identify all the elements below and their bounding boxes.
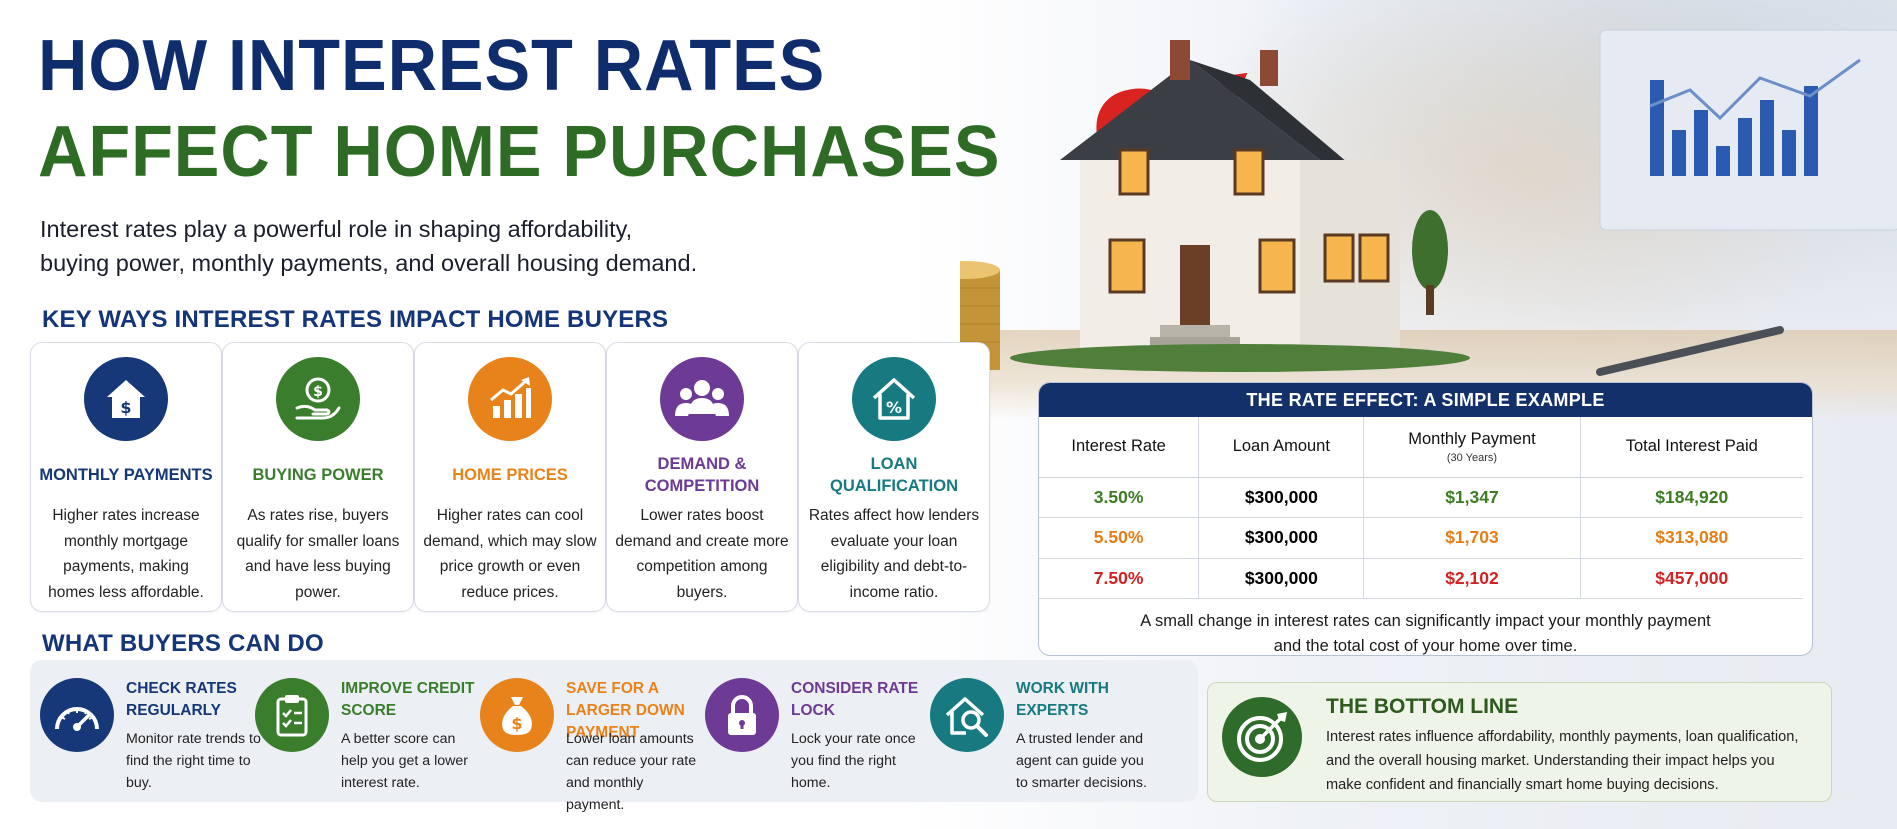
card-demand-competition: DEMAND & COMPETITION Lower rates boost d…	[606, 342, 798, 612]
key-ways-cards: $ MONTHLY PAYMENTS Higher rates increase…	[30, 342, 990, 614]
column-header: Interest Rate	[1039, 417, 1200, 478]
hand-coin-icon: $	[276, 357, 360, 441]
rate-cell: 3.50%	[1039, 477, 1200, 518]
tip-title: WORK WITH EXPERTS	[1016, 680, 1109, 719]
tip-work-with-experts: WORK WITH EXPERTS A trusted lender and a…	[930, 678, 1147, 798]
padlock-icon	[705, 678, 779, 752]
payment-cell: $1,703	[1363, 517, 1581, 559]
house-search-icon	[930, 678, 1004, 752]
money-bag-icon: $	[480, 678, 554, 752]
bottom-line-line3: make confident and financially smart hom…	[1326, 777, 1719, 793]
clipboard-check-icon	[255, 678, 329, 752]
card-title: MONTHLY PAYMENTS	[39, 466, 213, 484]
hero-illustration: %	[960, 28, 1897, 376]
card-buying-power: $ BUYING POWER As rates rise, buyers qua…	[222, 342, 414, 612]
card-text: Rates affect how lenders evaluate your l…	[808, 507, 980, 601]
tip-text: Lock your rate once you find the right h…	[791, 731, 916, 791]
card-loan-qualification: % LOAN QUALIFICATION Rates affect how le…	[798, 342, 990, 612]
page-title-line2: AFFECT HOME PURCHASES	[38, 112, 1001, 192]
intro-line2: buying power, monthly payments, and over…	[40, 250, 698, 276]
coin-stacks-icon	[960, 261, 1000, 370]
table-row: 7.50% $300,000 $2,102 $457,000	[1039, 558, 1803, 599]
rate-cell: 7.50%	[1039, 558, 1200, 599]
target-icon	[1222, 697, 1302, 777]
card-text: Lower rates boost demand and create more…	[615, 507, 789, 601]
card-text: Higher rates can cool demand, which may …	[423, 507, 597, 601]
card-title: LOAN QUALIFICATION	[829, 455, 958, 495]
tip-rate-lock: CONSIDER RATE LOCK Lock your rate once y…	[705, 678, 920, 798]
tip-title: SAVE FOR A LARGER DOWN PAYMENT	[566, 680, 685, 741]
interest-cell: $313,080	[1580, 517, 1803, 559]
intro-line1: Interest rates play a powerful role in s…	[40, 216, 633, 242]
table-row: 5.50% $300,000 $1,703 $313,080	[1039, 517, 1803, 559]
column-header: Total Interest Paid	[1580, 417, 1803, 478]
speedometer-icon	[40, 678, 114, 752]
card-monthly-payments: $ MONTHLY PAYMENTS Higher rates increase…	[30, 342, 222, 612]
tip-title: IMPROVE CREDIT SCORE	[341, 680, 475, 719]
intro-text: Interest rates play a powerful role in s…	[40, 212, 800, 280]
card-title: HOME PRICES	[452, 466, 568, 484]
bottom-line-line2: and the overall housing market. Understa…	[1326, 753, 1775, 769]
card-text: As rates rise, buyers qualify for smalle…	[236, 507, 400, 601]
rate-note-line1: A small change in interest rates can sig…	[1140, 612, 1711, 630]
house-icon	[1010, 40, 1470, 372]
rate-effect-note: A small change in interest rates can sig…	[1039, 609, 1812, 655]
loan-cell: $300,000	[1198, 477, 1365, 518]
house-dollar-icon: $	[84, 357, 168, 441]
column-header-sub: (30 Years)	[1446, 451, 1498, 464]
tip-title: CONSIDER RATE LOCK	[791, 680, 919, 719]
tip-improve-credit: IMPROVE CREDIT SCORE A better score can …	[255, 678, 474, 798]
loan-cell: $300,000	[1198, 558, 1365, 599]
rate-effect-panel: THE RATE EFFECT: A SIMPLE EXAMPLE Intere…	[1038, 382, 1813, 656]
house-percent-icon: %	[852, 357, 936, 441]
svg-text:%: %	[886, 398, 902, 417]
people-group-icon	[660, 357, 744, 441]
interest-cell: $457,000	[1580, 558, 1803, 599]
card-text: Higher rates increase monthly mortgage p…	[48, 507, 204, 601]
rising-chart-icon	[468, 357, 552, 441]
svg-text:$: $	[120, 398, 131, 417]
loan-cell: $300,000	[1198, 517, 1365, 559]
bottom-line-title: THE BOTTOM LINE	[1326, 695, 1519, 718]
page-title-line1: HOW INTEREST RATES	[38, 26, 826, 106]
bottom-line-text: Interest rates influence affordability, …	[1326, 725, 1826, 797]
buyers-heading: WHAT BUYERS CAN DO	[42, 630, 324, 657]
bottom-line-line1: Interest rates influence affordability, …	[1326, 729, 1799, 745]
svg-text:$: $	[511, 714, 522, 733]
rate-table-header: Interest Rate Loan Amount Monthly Paymen…	[1039, 417, 1803, 478]
payment-cell: $2,102	[1363, 558, 1581, 599]
pen-icon	[1596, 326, 1784, 376]
key-ways-heading: KEY WAYS INTEREST RATES IMPACT HOME BUYE…	[42, 306, 669, 333]
tip-text: A better score can help you get a lower …	[341, 731, 468, 791]
tip-check-rates: CHECK RATES REGULARLY Monitor rate trend…	[40, 678, 261, 798]
card-home-prices: HOME PRICES Higher rates can cool demand…	[414, 342, 606, 612]
buyers-panel: CHECK RATES REGULARLY Monitor rate trend…	[30, 660, 1198, 813]
card-title: DEMAND & COMPETITION	[644, 455, 760, 495]
rate-cell: 5.50%	[1039, 517, 1200, 559]
column-header: Loan Amount	[1198, 417, 1365, 478]
column-header: Monthly Payment (30 Years)	[1363, 417, 1581, 478]
rate-table: Interest Rate Loan Amount Monthly Paymen…	[1039, 417, 1803, 599]
tip-text: Monitor rate trends to find the right ti…	[126, 731, 261, 791]
tip-save-down-payment: $ SAVE FOR A LARGER DOWN PAYMENT Lower l…	[480, 678, 696, 813]
card-title: BUYING POWER	[252, 466, 384, 484]
svg-text:$: $	[313, 384, 323, 400]
rate-effect-heading: THE RATE EFFECT: A SIMPLE EXAMPLE	[1039, 383, 1812, 417]
rate-note-line2: and the total cost of your home over tim…	[1273, 637, 1578, 655]
column-header-label: Monthly Payment	[1408, 429, 1536, 448]
bottom-line-panel: THE BOTTOM LINE Interest rates influence…	[1207, 682, 1832, 802]
interest-cell: $184,920	[1580, 477, 1803, 518]
tip-title: CHECK RATES REGULARLY	[126, 680, 237, 719]
table-row: 3.50% $300,000 $1,347 $184,920	[1039, 477, 1803, 518]
tip-text: A trusted lender and agent can guide you…	[1016, 731, 1147, 791]
payment-cell: $1,347	[1363, 477, 1581, 518]
tip-text: Lower loan amounts can reduce your rate …	[566, 731, 697, 813]
laptop-chart-icon	[1599, 29, 1897, 231]
